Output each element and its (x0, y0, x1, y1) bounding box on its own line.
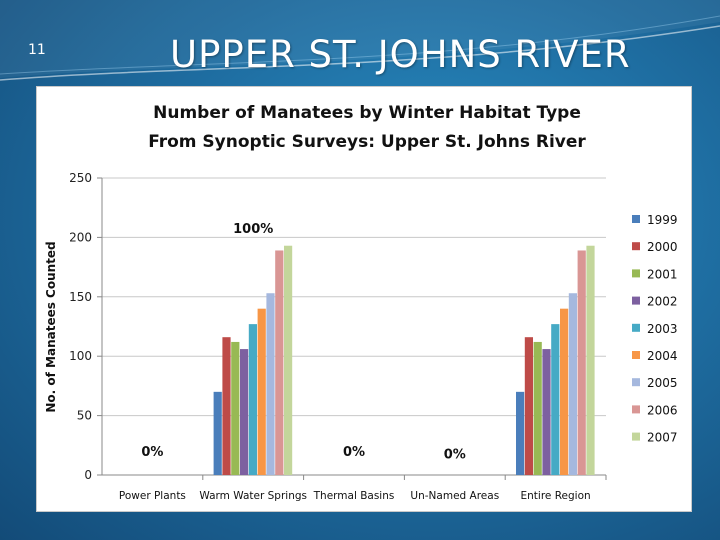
legend-label-1999: 1999 (647, 213, 678, 227)
slide-title: UPPER ST. JOHNS RIVER (170, 33, 631, 76)
y-tick-label: 0 (84, 468, 92, 482)
x-category-label: Thermal Basins (313, 490, 395, 502)
chart-container: Number of Manatees by Winter Habitat Typ… (36, 86, 692, 512)
bar-annotation: 0% (141, 445, 163, 460)
x-category-label: Entire Region (521, 490, 591, 502)
bar-2001 (231, 341, 240, 475)
legend-label-2006: 2006 (647, 403, 678, 417)
bar-1999 (516, 391, 525, 475)
legend-label-2001: 2001 (647, 267, 678, 281)
bar-2003 (551, 324, 560, 475)
header-swoosh-decoration (0, 0, 720, 81)
legend-swatch-2007 (632, 432, 640, 441)
legend-label-2003: 2003 (647, 322, 678, 336)
bar-annotation: 0% (444, 448, 466, 463)
bar-chart: Number of Manatees by Winter Habitat Typ… (44, 103, 678, 502)
y-axis-label: No. of Manatees Counted (44, 241, 58, 412)
bar-2006 (275, 250, 284, 475)
legend-label-2002: 2002 (647, 295, 678, 309)
legend-swatch-2001 (632, 269, 640, 278)
bar-2005 (568, 293, 577, 475)
bar-2004 (257, 308, 266, 475)
x-category-label: Power Plants (119, 490, 186, 502)
bar-2002 (542, 349, 551, 475)
chart-title: Number of Manatees by Winter Habitat Typ… (153, 103, 581, 123)
legend-swatch-2002 (632, 296, 640, 305)
bar-2004 (560, 308, 569, 475)
legend-swatch-2003 (632, 323, 640, 332)
legend-swatch-2000 (632, 242, 640, 251)
bar-2006 (577, 250, 586, 475)
y-tick-label: 250 (69, 171, 92, 185)
bar-annotation: 100% (233, 222, 273, 237)
bar-2007 (586, 245, 595, 475)
x-category-label: Un-Named Areas (410, 490, 499, 502)
y-tick-label: 50 (77, 409, 92, 423)
slide-number: 11 (28, 42, 46, 58)
bar-2001 (533, 341, 542, 475)
bar-2003 (248, 324, 257, 475)
legend-swatch-1999 (632, 215, 640, 223)
legend-label-2005: 2005 (647, 376, 678, 390)
bar-2000 (222, 337, 231, 475)
bar-annotation: 0% (343, 445, 365, 460)
legend-label-2000: 2000 (647, 240, 678, 254)
chart-subtitle: From Synoptic Surveys: Upper St. Johns R… (148, 132, 586, 152)
legend-label-2004: 2004 (647, 349, 678, 363)
y-tick-label: 100 (69, 349, 92, 363)
x-category-label: Warm Water Springs (199, 490, 307, 502)
legend-swatch-2004 (632, 351, 640, 359)
bar-1999 (213, 391, 222, 475)
y-tick-label: 150 (69, 290, 92, 304)
legend-swatch-2006 (632, 405, 640, 414)
bar-2005 (266, 293, 275, 475)
legend-swatch-2005 (632, 378, 640, 387)
bar-2000 (524, 337, 533, 475)
bar-2007 (284, 245, 293, 475)
legend-label-2007: 2007 (647, 431, 678, 445)
y-tick-label: 200 (69, 230, 92, 244)
bar-2002 (240, 349, 249, 475)
